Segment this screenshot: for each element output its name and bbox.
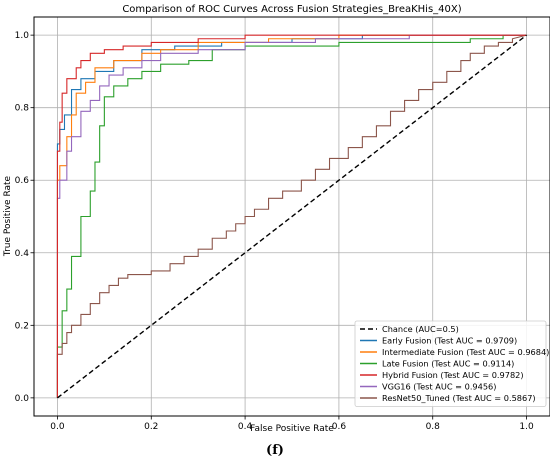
x-tick-label: 0.0 [50, 422, 65, 432]
x-tick-label: 0.8 [426, 422, 441, 432]
y-tick-label: 0.8 [15, 104, 30, 114]
legend-box [354, 320, 547, 407]
legend-entry-0: Chance (AUC=0.5) [382, 324, 459, 334]
legend-entry-4: Hybrid Fusion (Test AUC = 0.9782) [382, 370, 524, 380]
y-axis-label: True Positive Rate [3, 175, 13, 257]
y-tick-label: 0.6 [15, 176, 30, 186]
legend-entry-5: VGG16 (Test AUC = 0.9456) [382, 382, 496, 392]
x-tick-label: 0.4 [238, 422, 253, 432]
y-tick-label: 0.4 [15, 249, 30, 259]
grid [34, 17, 550, 416]
y-tick-label: 1.0 [15, 31, 30, 41]
x-tick-label: 1.0 [519, 422, 534, 432]
plot-frame [33, 16, 550, 417]
chart-title: Comparison of ROC Curves Across Fusion S… [122, 4, 461, 15]
y-tick-label: 0.0 [15, 394, 30, 404]
series-line-6 [56, 34, 527, 398]
series-line-3 [56, 34, 527, 398]
x-tick-label: 0.6 [332, 422, 347, 432]
series-lines [56, 34, 527, 399]
ticks: 0.0 0.2 0.4 0.6 0.8 1.0 0.0 0.2 0.4 0.6 0.8 1.0 [15, 31, 534, 432]
series-line-0 [57, 34, 527, 399]
legend-entry-1: Early Fusion (Test AUC = 0.9709) [382, 336, 517, 346]
y-tick-label: 0.2 [15, 321, 29, 331]
x-tick-label: 0.2 [144, 422, 158, 432]
figure-caption: (f) [266, 443, 284, 458]
legend-entry-3: Late Fusion (Test AUC = 0.9114) [382, 359, 514, 369]
legend-entry-6: ResNet50_Tuned (Test AUC = 0.5867) [382, 393, 536, 403]
legend: Chance (AUC=0.5) Early Fusion (Test AUC =… [354, 320, 549, 407]
series-line-5 [56, 34, 527, 398]
series-line-4 [56, 34, 527, 398]
legend-entry-2: Intermediate Fusion (Test AUC = 0.9684) [382, 347, 549, 357]
x-axis-label: False Positive Rate [250, 424, 334, 434]
